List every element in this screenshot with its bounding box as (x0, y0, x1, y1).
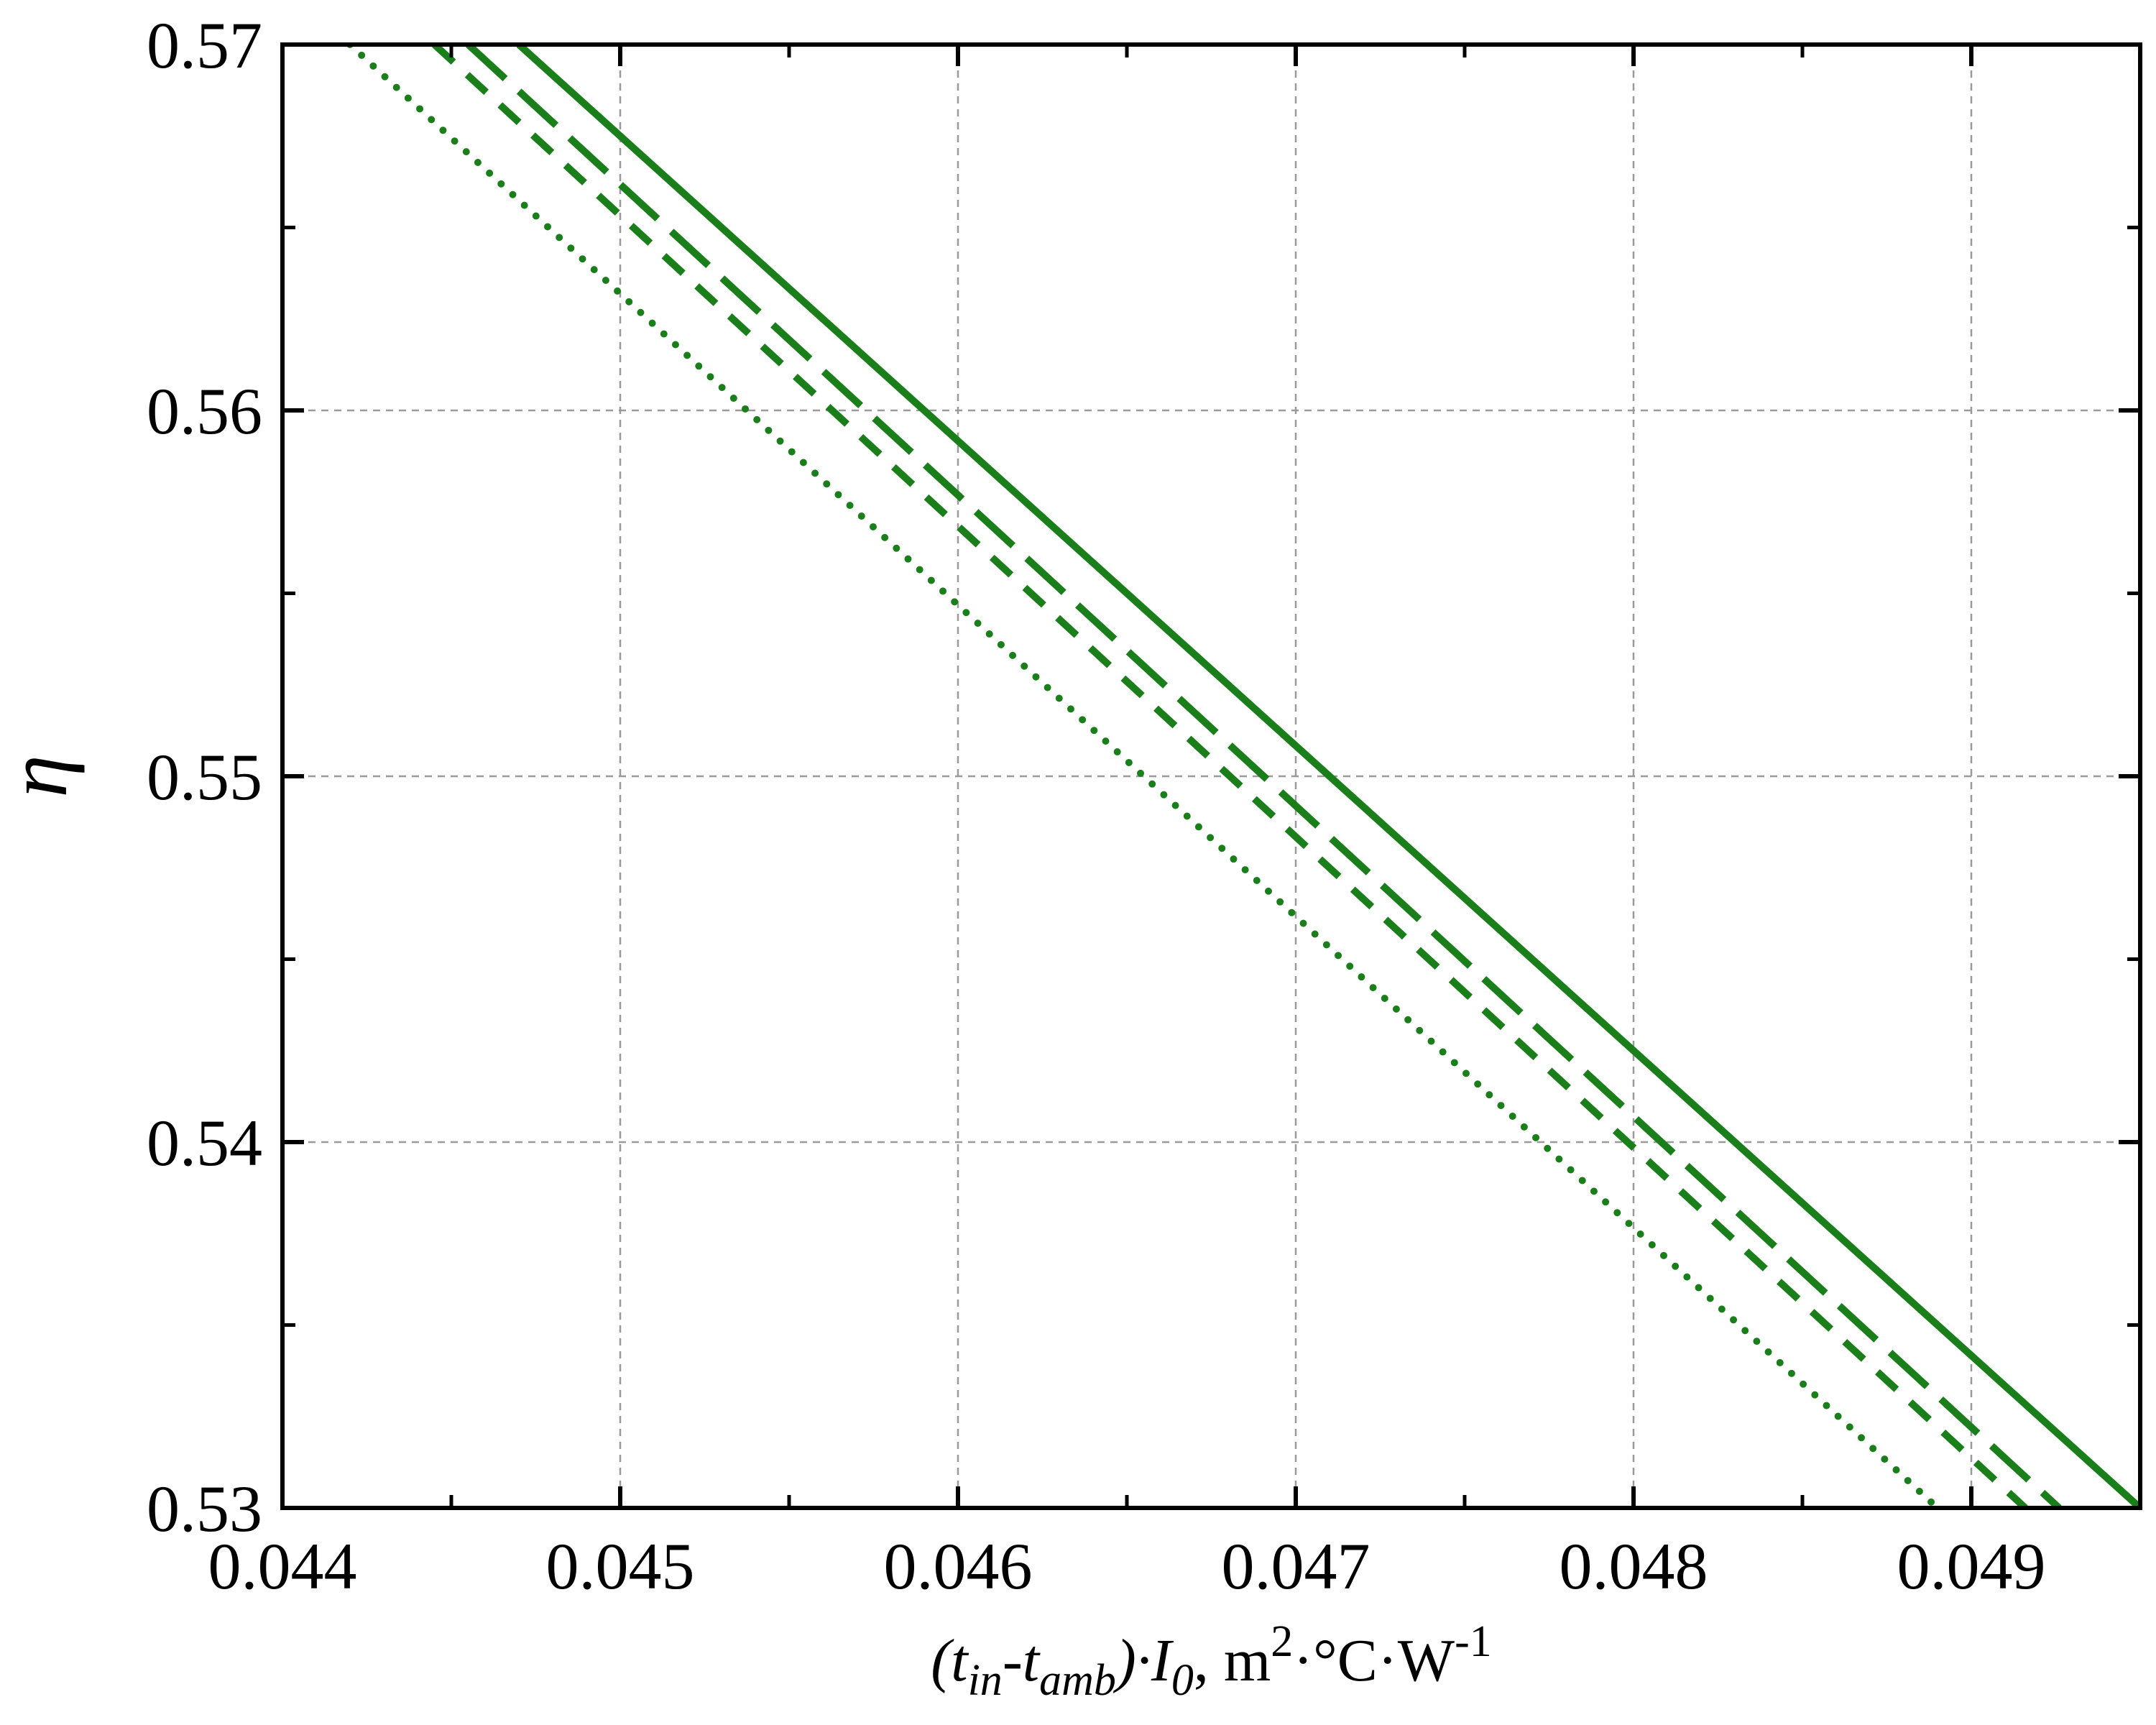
x-tick-label: 0.049 (1897, 1530, 2046, 1603)
x-axis-title-minus: -t (1003, 1627, 1041, 1694)
series-line-solid (516, 45, 2140, 1508)
series-line-long-dash (466, 45, 2062, 1508)
x-axis-title-sub-0: 0 (1171, 1656, 1194, 1705)
series-line-dotted (346, 45, 1941, 1508)
x-axis-title-sup-2: 2 (1271, 1617, 1293, 1666)
y-tick-label: 0.54 (147, 1106, 262, 1179)
y-tick-label: 0.55 (147, 740, 262, 814)
x-axis-title-sub-in: in (968, 1656, 1003, 1705)
y-tick-label: 0.56 (147, 374, 262, 448)
x-axis-title-units-mid: ·°C·W (1293, 1627, 1455, 1694)
x-tick-label: 0.045 (546, 1530, 695, 1603)
x-tick-label: 0.044 (208, 1530, 357, 1603)
axis-ticks (280, 42, 2140, 1510)
x-tick-labels: 0.044 0.045 0.046 0.047 0.048 0.049 (208, 1530, 2046, 1603)
x-tick-label: 0.048 (1560, 1530, 1708, 1603)
x-axis-title: (tin-tamb)·I0, m2·°C·W-1 (931, 1617, 1491, 1705)
y-tick-label: 0.53 (147, 1472, 262, 1545)
x-tick-label: 0.047 (1222, 1530, 1370, 1603)
series-line-short-dash (432, 45, 2028, 1508)
x-axis-title-sub-amb: amb (1039, 1656, 1116, 1705)
x-axis-title-open: (t (931, 1627, 969, 1694)
series-group (346, 45, 2140, 1508)
x-axis-title-sup-m1: -1 (1455, 1617, 1492, 1666)
x-axis-title-close: )·I (1113, 1627, 1174, 1694)
x-axis-title-units-pre: , m (1194, 1627, 1271, 1694)
y-tick-labels: 0.53 0.54 0.55 0.56 0.57 (147, 9, 262, 1545)
x-tick-label: 0.046 (884, 1530, 1033, 1603)
grid (282, 45, 2140, 1508)
y-axis-title: η (0, 755, 85, 798)
y-tick-label: 0.57 (147, 9, 262, 82)
